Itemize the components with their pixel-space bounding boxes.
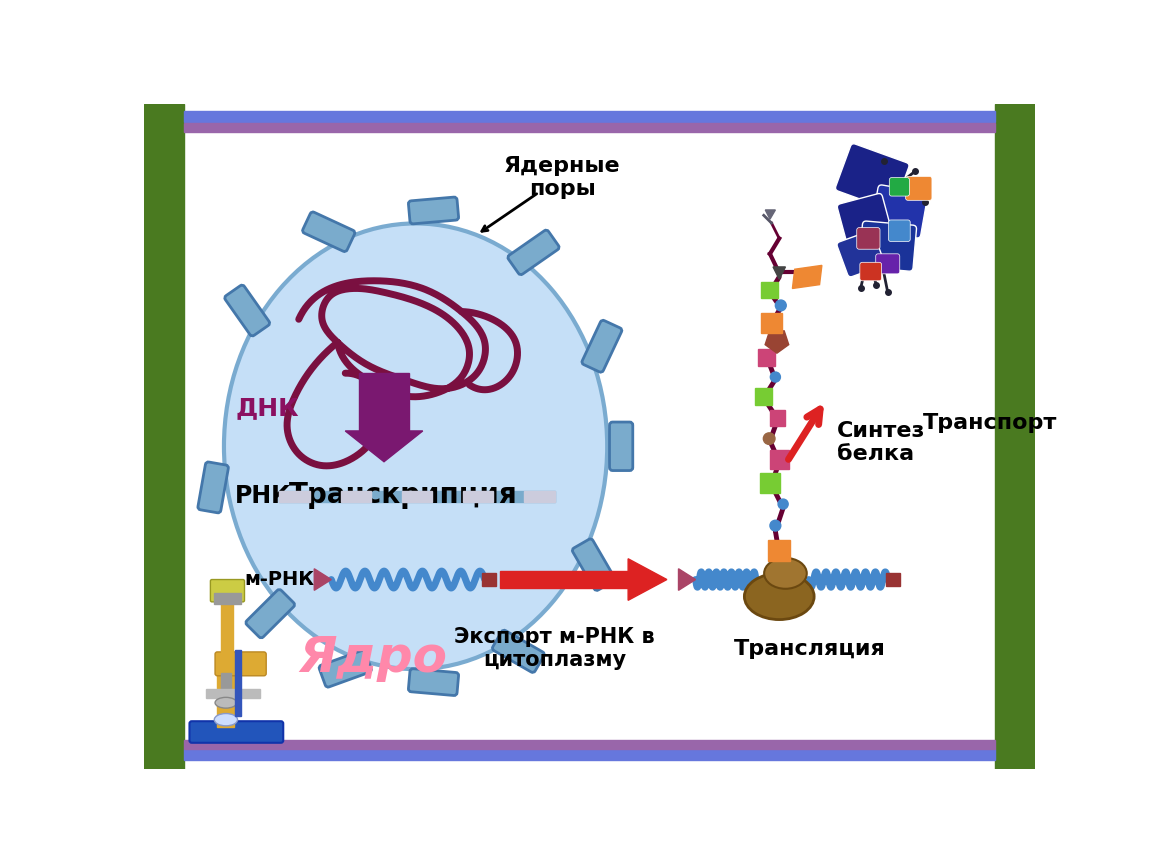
- Text: РНК: РНК: [236, 485, 292, 508]
- Polygon shape: [770, 450, 789, 468]
- FancyBboxPatch shape: [492, 630, 544, 672]
- Text: Трансляция: Трансляция: [735, 638, 887, 659]
- FancyBboxPatch shape: [408, 197, 459, 224]
- FancyBboxPatch shape: [224, 285, 269, 336]
- Circle shape: [770, 372, 781, 382]
- FancyBboxPatch shape: [860, 263, 882, 281]
- FancyBboxPatch shape: [215, 652, 266, 676]
- Polygon shape: [768, 539, 790, 561]
- FancyBboxPatch shape: [198, 462, 229, 513]
- FancyBboxPatch shape: [837, 194, 891, 245]
- Polygon shape: [773, 267, 785, 279]
- Bar: [279, 491, 554, 502]
- FancyBboxPatch shape: [320, 651, 371, 687]
- Text: Транскрипция: Транскрипция: [289, 481, 518, 509]
- Bar: [217, 658, 235, 727]
- Bar: [401, 491, 432, 502]
- Bar: [221, 673, 230, 701]
- FancyBboxPatch shape: [302, 212, 355, 251]
- Polygon shape: [756, 388, 773, 404]
- Polygon shape: [761, 313, 782, 334]
- FancyBboxPatch shape: [582, 321, 622, 372]
- FancyBboxPatch shape: [610, 422, 632, 471]
- Polygon shape: [678, 569, 696, 590]
- Bar: [184, 749, 995, 759]
- Bar: [359, 373, 408, 431]
- FancyBboxPatch shape: [905, 176, 932, 200]
- Circle shape: [764, 433, 775, 444]
- Ellipse shape: [215, 697, 237, 708]
- Bar: [184, 123, 995, 132]
- Text: Транспорт: Транспорт: [922, 413, 1057, 433]
- Bar: [462, 491, 493, 502]
- FancyBboxPatch shape: [889, 220, 911, 242]
- Ellipse shape: [224, 224, 607, 669]
- Ellipse shape: [744, 574, 814, 619]
- FancyBboxPatch shape: [859, 221, 917, 271]
- Text: Экспорт м-РНК в
цитоплазму: Экспорт м-РНК в цитоплазму: [454, 627, 654, 670]
- Bar: [279, 491, 310, 502]
- Polygon shape: [792, 265, 822, 289]
- Polygon shape: [628, 559, 667, 600]
- Bar: [144, 104, 184, 769]
- Bar: [214, 593, 240, 604]
- FancyBboxPatch shape: [871, 185, 928, 238]
- FancyBboxPatch shape: [190, 721, 283, 743]
- Bar: [887, 573, 900, 587]
- FancyBboxPatch shape: [876, 254, 899, 274]
- Polygon shape: [758, 349, 775, 366]
- Polygon shape: [760, 473, 780, 492]
- Polygon shape: [765, 331, 789, 353]
- Bar: [340, 491, 371, 502]
- Circle shape: [779, 499, 788, 509]
- Text: ДНК: ДНК: [236, 396, 299, 420]
- Ellipse shape: [764, 558, 807, 588]
- FancyBboxPatch shape: [836, 143, 908, 210]
- Bar: [236, 651, 242, 716]
- Bar: [206, 689, 260, 698]
- Polygon shape: [314, 569, 331, 590]
- FancyBboxPatch shape: [837, 231, 884, 276]
- Polygon shape: [345, 431, 423, 461]
- FancyBboxPatch shape: [857, 227, 880, 249]
- Bar: [524, 491, 554, 502]
- Bar: [221, 596, 232, 658]
- Polygon shape: [761, 282, 779, 298]
- Text: Ядро: Ядро: [298, 634, 447, 682]
- Ellipse shape: [214, 714, 238, 726]
- Circle shape: [770, 520, 781, 531]
- FancyBboxPatch shape: [508, 230, 559, 275]
- Polygon shape: [765, 210, 775, 219]
- Bar: [995, 104, 1035, 769]
- FancyBboxPatch shape: [246, 589, 294, 638]
- Bar: [500, 571, 628, 588]
- FancyBboxPatch shape: [889, 178, 910, 196]
- FancyBboxPatch shape: [210, 580, 245, 602]
- Text: м-РНК: м-РНК: [245, 570, 315, 589]
- FancyBboxPatch shape: [408, 669, 459, 696]
- Text: Ядерные
поры: Ядерные поры: [504, 156, 621, 200]
- Polygon shape: [770, 410, 785, 426]
- Text: Синтез
белка: Синтез белка: [837, 421, 926, 464]
- FancyBboxPatch shape: [573, 539, 615, 590]
- Bar: [184, 111, 995, 122]
- Bar: [184, 740, 995, 749]
- Circle shape: [775, 300, 787, 311]
- Bar: [483, 573, 497, 587]
